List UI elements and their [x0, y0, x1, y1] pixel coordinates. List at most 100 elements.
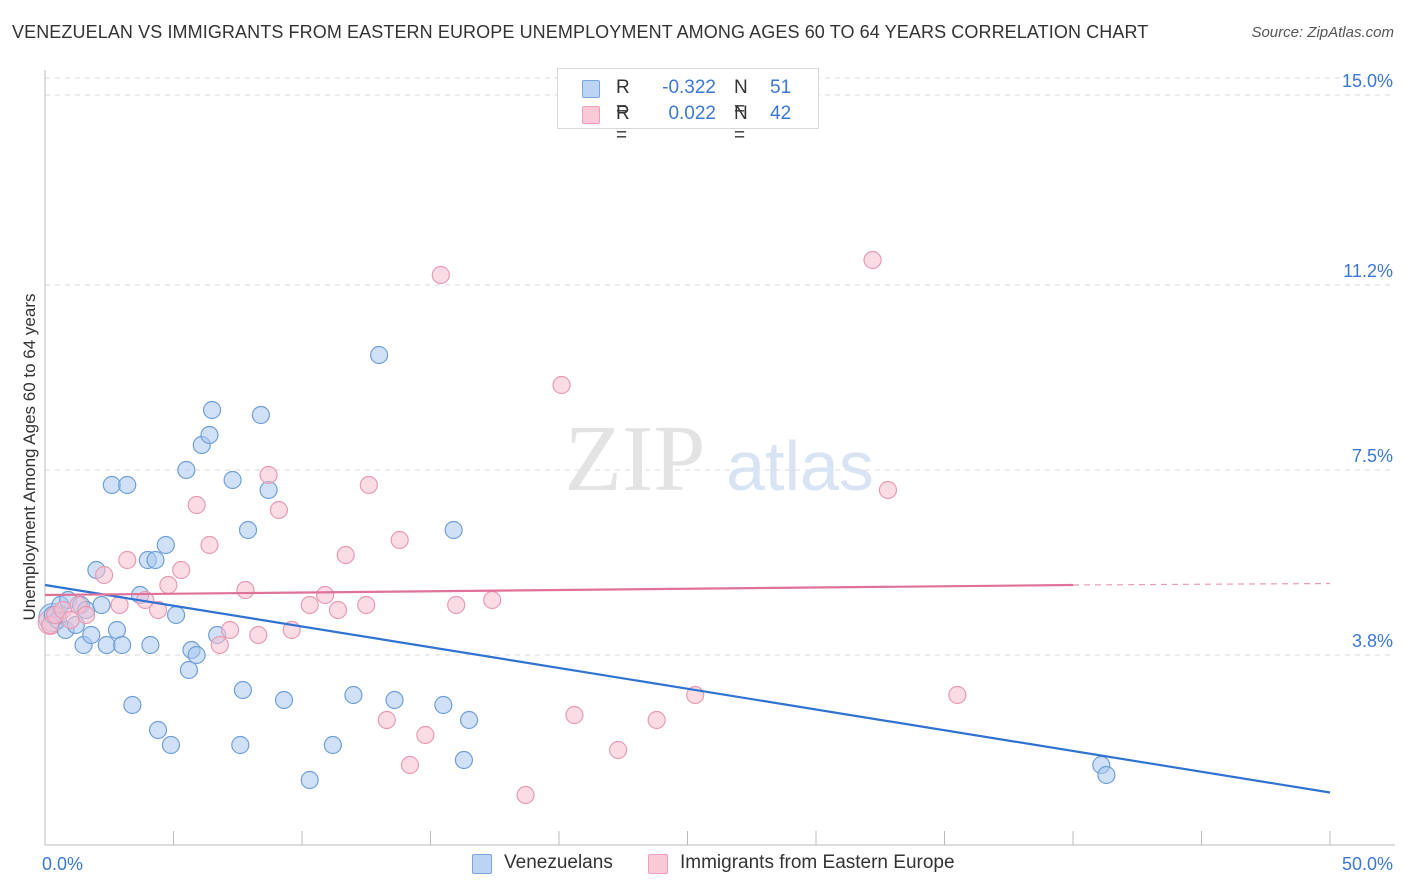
y-tick-label: 3.8% — [1352, 631, 1393, 651]
point-venezuelan — [82, 625, 101, 645]
point-venezuelan — [370, 345, 389, 365]
point-eastern-europe — [77, 605, 96, 625]
point-venezuelan — [146, 550, 165, 570]
gridlines — [45, 77, 1395, 656]
legend-swatch-pink — [648, 854, 668, 874]
point-eastern-europe — [220, 620, 240, 640]
point-venezuelan — [112, 635, 132, 655]
point-eastern-europe — [61, 610, 80, 630]
point-eastern-europe — [647, 710, 666, 730]
point-venezuelan — [459, 710, 479, 730]
point-venezuelan — [231, 735, 250, 755]
point-eastern-europe — [269, 500, 288, 520]
point-venezuelan — [233, 680, 252, 700]
legend-n-label: N = — [734, 77, 748, 120]
point-venezuelan — [274, 690, 294, 710]
point-eastern-europe — [552, 375, 571, 395]
y-tick-label: 15.0% — [1342, 71, 1393, 91]
point-venezuelan — [300, 770, 319, 790]
point-venezuelan — [97, 635, 116, 655]
point-eastern-europe — [948, 685, 967, 705]
watermark-zip: ZIP — [565, 407, 706, 511]
legend-r-label: R = — [616, 77, 630, 120]
legend-label: Immigrants from Eastern Europe — [680, 852, 955, 873]
data-points — [37, 250, 1116, 805]
point-eastern-europe — [863, 250, 882, 270]
trend-line — [44, 583, 1331, 794]
legend-r-value: -0.322 — [662, 77, 716, 98]
point-eastern-europe — [483, 590, 502, 610]
point-venezuelan — [161, 735, 181, 755]
point-eastern-europe — [336, 545, 355, 565]
x-tick-label: 0.0% — [42, 854, 83, 874]
point-venezuelan — [177, 460, 196, 480]
point-venezuelan — [102, 475, 121, 495]
watermark-atlas: atlas — [726, 427, 874, 505]
point-venezuelan — [118, 475, 137, 495]
point-eastern-europe — [249, 625, 268, 645]
legend-swatch-pink — [582, 106, 600, 124]
point-venezuelan — [179, 660, 199, 680]
point-venezuelan — [148, 720, 168, 740]
point-venezuelan — [251, 405, 270, 425]
point-venezuelan — [344, 685, 363, 705]
point-venezuelan — [202, 400, 222, 420]
y-tick-label: 11.2% — [1343, 261, 1393, 281]
point-eastern-europe — [148, 600, 168, 620]
point-eastern-europe — [300, 595, 319, 615]
point-venezuelan — [385, 690, 404, 710]
point-eastern-europe — [377, 710, 396, 730]
point-eastern-europe — [565, 705, 584, 725]
point-venezuelan — [156, 535, 175, 555]
axes — [44, 70, 1395, 846]
point-eastern-europe — [390, 530, 409, 550]
legend-n-label: N = — [734, 103, 748, 146]
point-venezuelan — [434, 695, 453, 715]
point-eastern-europe — [259, 465, 278, 485]
point-eastern-europe — [878, 480, 898, 500]
trend-line — [44, 583, 1074, 597]
point-eastern-europe — [357, 595, 376, 615]
point-eastern-europe — [187, 495, 206, 515]
point-venezuelan — [1097, 765, 1116, 785]
point-eastern-europe — [400, 755, 420, 775]
point-eastern-europe — [328, 600, 348, 620]
point-eastern-europe — [516, 785, 535, 805]
legend-n-value: 51 — [770, 77, 792, 98]
point-eastern-europe — [159, 575, 178, 595]
point-venezuelan — [238, 520, 258, 540]
watermark: ZIP atlas — [565, 407, 874, 511]
legend-r-value: 0.022 — [668, 103, 716, 124]
point-venezuelan — [444, 520, 463, 540]
point-eastern-europe — [447, 595, 466, 615]
point-eastern-europe — [95, 565, 114, 585]
trend-lines — [44, 582, 1331, 794]
y-tick-label: 7.5% — [1352, 446, 1393, 466]
point-venezuelan — [166, 605, 186, 625]
point-eastern-europe — [609, 740, 628, 760]
point-eastern-europe — [431, 265, 450, 285]
point-eastern-europe — [200, 535, 219, 555]
point-eastern-europe — [359, 475, 378, 495]
point-venezuelan — [323, 735, 342, 755]
point-venezuelan — [187, 645, 206, 665]
legend-swatch-blue — [582, 80, 600, 98]
chart-title: VENEZUELAN VS IMMIGRANTS FROM EASTERN EU… — [12, 22, 1149, 42]
tick-labels: 3.8% 7.5% 11.2% 15.0% 0.0% 50.0% — [42, 71, 1393, 874]
legend-swatch-blue — [472, 854, 492, 874]
point-venezuelan — [92, 595, 111, 615]
point-venezuelan — [141, 635, 160, 655]
legend-label: Venezuelans — [504, 852, 613, 873]
point-venezuelan — [200, 425, 219, 445]
x-tick-label: 50.0% — [1342, 854, 1393, 874]
point-eastern-europe — [316, 585, 335, 605]
point-eastern-europe — [416, 725, 435, 745]
legend-r-label: R = — [616, 103, 630, 146]
point-eastern-europe — [172, 560, 191, 580]
point-venezuelan — [454, 750, 474, 770]
source-credit: Source: ZipAtlas.com — [1251, 24, 1394, 41]
trend-line-extension — [1072, 582, 1331, 586]
point-eastern-europe — [118, 550, 137, 570]
point-eastern-europe — [210, 635, 229, 655]
